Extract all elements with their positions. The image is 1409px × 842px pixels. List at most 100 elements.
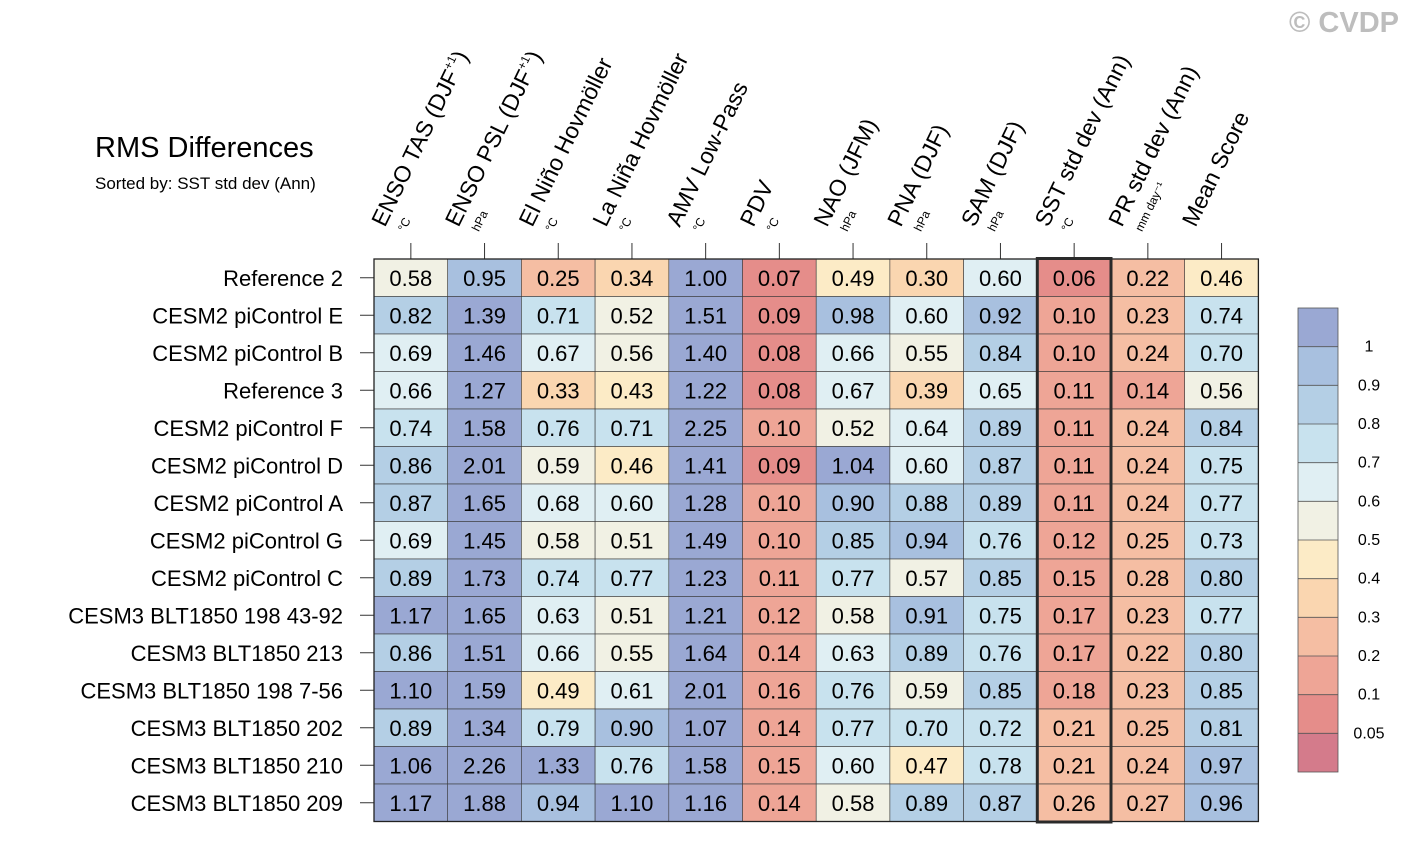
column-unit-label: hPa — [911, 208, 933, 234]
row-label: CESM3 BLT1850 202 — [131, 716, 343, 741]
heatmap-cell — [1110, 296, 1185, 335]
heatmap-cell — [889, 558, 964, 597]
cell-value-label: 0.76 — [979, 641, 1022, 666]
heatmap-cell — [1037, 708, 1112, 747]
cell-value-label: 0.65 — [979, 378, 1022, 403]
heatmap-cell — [815, 333, 891, 372]
heatmap-cell — [1037, 258, 1112, 297]
cell-value-label: 1.59 — [463, 678, 506, 703]
heatmap-cell — [668, 333, 743, 372]
cell-value-label: 1.22 — [684, 378, 727, 403]
cell-value-label: 0.85 — [1200, 678, 1243, 703]
colorbar-swatch — [1298, 617, 1338, 656]
cell-value-label: 1.06 — [389, 753, 432, 778]
cell-value-label: 1.51 — [463, 641, 506, 666]
heatmap-cell — [1184, 521, 1259, 560]
heatmap-cell — [447, 783, 522, 822]
cell-value-label: 1.17 — [389, 791, 432, 816]
cell-value-label: 0.25 — [537, 266, 580, 291]
cell-value-label: 0.55 — [905, 341, 948, 366]
heatmap-cell — [373, 708, 448, 747]
cell-value-label: 0.18 — [1053, 678, 1096, 703]
heatmap-cell — [373, 671, 448, 710]
cell-value-label: 0.24 — [1126, 491, 1169, 516]
heatmap-cell — [447, 708, 522, 747]
cell-value-label: 0.23 — [1126, 678, 1169, 703]
cell-value-label: 0.52 — [832, 416, 875, 441]
cell-value-label: 0.74 — [389, 416, 432, 441]
cell-value-label: 1.16 — [684, 791, 727, 816]
colorbar-swatch — [1298, 540, 1338, 579]
heatmap-cell — [668, 558, 743, 597]
cell-value-label: 0.89 — [905, 641, 948, 666]
heatmap-cell — [815, 633, 891, 672]
cell-value-label: 0.76 — [537, 416, 580, 441]
cell-value-label: 0.33 — [537, 378, 580, 403]
cell-value-label: 0.24 — [1126, 416, 1169, 441]
heatmap-cell — [521, 746, 596, 785]
cell-value-label: 0.76 — [832, 678, 875, 703]
heatmap-cell — [373, 521, 448, 560]
heatmap-cell — [668, 708, 743, 747]
heatmap-cell — [963, 708, 1038, 747]
cell-value-label: 0.57 — [905, 566, 948, 591]
cell-value-label: 0.11 — [1054, 491, 1095, 516]
heatmap-cell — [668, 596, 743, 635]
cell-value-label: 0.16 — [758, 678, 801, 703]
column-unit-label: °C — [764, 215, 783, 234]
cell-value-label: 0.73 — [1200, 528, 1243, 553]
heatmap-cell — [742, 483, 817, 522]
colorbar-swatch — [1298, 424, 1338, 463]
row-label: CESM2 piControl A — [153, 491, 343, 516]
heatmap-cell — [963, 408, 1038, 447]
cell-value-label: 0.59 — [905, 678, 948, 703]
heatmap-cell — [815, 671, 891, 710]
heatmap-cell — [521, 258, 596, 297]
cell-value-label: 0.88 — [905, 491, 948, 516]
heatmap-cell — [668, 783, 743, 822]
cell-value-label: 0.85 — [979, 566, 1022, 591]
cell-value-label: 2.01 — [684, 678, 727, 703]
heatmap-cell — [742, 446, 817, 485]
heatmap-cell — [447, 521, 522, 560]
colorbar-tick-label: 0.6 — [1358, 493, 1380, 510]
heatmap-cell — [373, 258, 448, 297]
heatmap-cell — [889, 521, 964, 560]
cell-value-label: 0.70 — [1200, 341, 1243, 366]
cell-value-label: 1.33 — [537, 753, 580, 778]
heatmap-cell — [889, 596, 964, 635]
cell-value-label: 0.56 — [1200, 378, 1243, 403]
heatmap-cell — [521, 446, 596, 485]
heatmap-cell — [742, 408, 817, 447]
column-unit-label: hPa — [837, 208, 859, 234]
cell-value-label: 0.77 — [611, 566, 654, 591]
cell-value-label: 0.76 — [979, 528, 1022, 553]
cell-value-label: 1.23 — [684, 566, 727, 591]
heatmap-cell — [815, 446, 891, 485]
row-label: CESM2 piControl F — [153, 416, 343, 441]
cell-value-label: 0.92 — [979, 303, 1022, 328]
row-label: Reference 2 — [223, 266, 343, 291]
heatmap-cell — [742, 783, 817, 822]
cell-value-label: 0.07 — [758, 266, 801, 291]
cell-value-label: 0.66 — [832, 341, 875, 366]
heatmap-cell — [1110, 258, 1185, 297]
heatmap-cell — [815, 258, 891, 297]
cell-value-label: 2.25 — [684, 416, 727, 441]
cell-value-label: 0.15 — [758, 753, 801, 778]
heatmap-cell — [594, 633, 670, 672]
cell-value-label: 0.87 — [979, 453, 1022, 478]
heatmap-cell — [815, 408, 891, 447]
watermark: © CVDP — [1289, 7, 1399, 39]
heatmap-cell — [668, 296, 743, 335]
heatmap-cell — [373, 408, 448, 447]
colorbar-swatch — [1298, 308, 1338, 347]
heatmap-cell — [1184, 783, 1259, 822]
cell-value-label: 1.40 — [684, 341, 727, 366]
colorbar-tick-label: 0.9 — [1358, 377, 1380, 394]
heatmap-cell — [963, 596, 1038, 635]
heatmap-cell — [1110, 483, 1185, 522]
cell-value-label: 0.77 — [832, 716, 875, 741]
cell-value-label: 0.89 — [905, 791, 948, 816]
heatmap-cell — [1184, 446, 1259, 485]
